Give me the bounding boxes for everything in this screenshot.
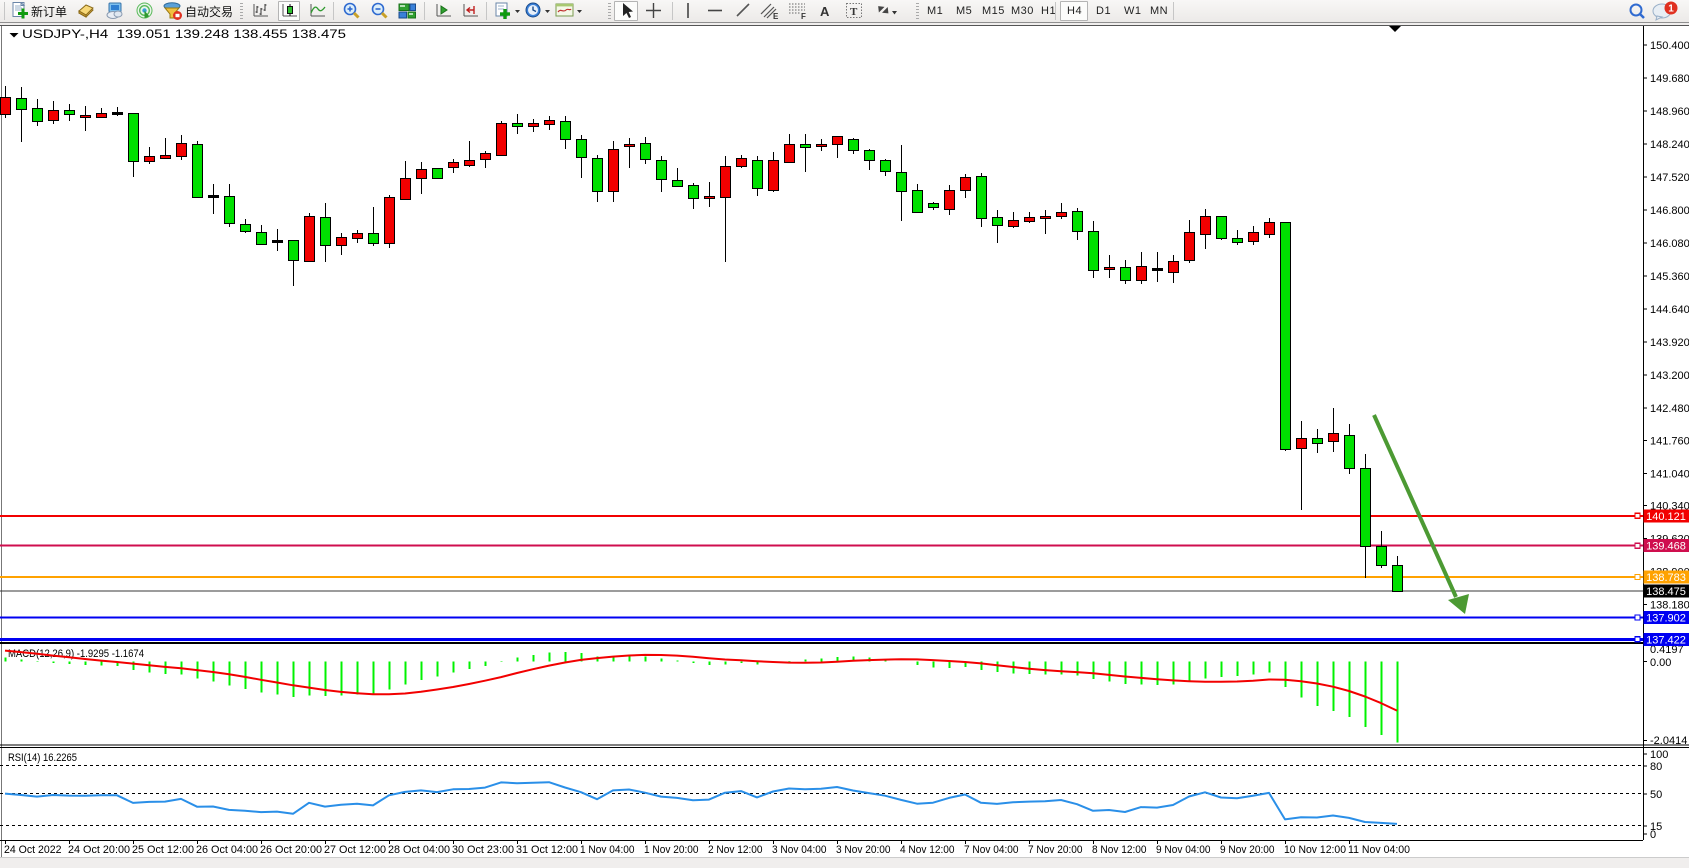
svg-text:25 Oct 12:00: 25 Oct 12:00: [132, 844, 194, 856]
svg-text:137.422: 137.422: [1646, 634, 1686, 646]
svg-text:1: 1: [1668, 4, 1674, 15]
svg-text:31 Oct 12:00: 31 Oct 12:00: [516, 844, 578, 856]
svg-text:0: 0: [1650, 829, 1656, 841]
svg-text:1 Nov 04:00: 1 Nov 04:00: [580, 844, 635, 856]
svg-text:139.468: 139.468: [1646, 541, 1686, 553]
svg-text:145.360: 145.360: [1650, 271, 1689, 283]
svg-text:148.240: 148.240: [1650, 139, 1689, 151]
svg-text:146.800: 146.800: [1650, 205, 1689, 217]
svg-text:0.00: 0.00: [1650, 657, 1671, 669]
svg-text:7 Nov 04:00: 7 Nov 04:00: [964, 844, 1019, 856]
svg-text:137.902: 137.902: [1646, 612, 1686, 624]
svg-text:144.640: 144.640: [1650, 304, 1689, 316]
svg-text:F: F: [801, 12, 806, 20]
svg-text:147.520: 147.520: [1650, 172, 1689, 184]
svg-text:1 Nov 20:00: 1 Nov 20:00: [644, 844, 699, 856]
svg-text:27 Oct 12:00: 27 Oct 12:00: [324, 844, 386, 856]
svg-text:E: E: [773, 12, 779, 20]
svg-text:3 Nov 20:00: 3 Nov 20:00: [836, 844, 891, 856]
svg-text:7 Nov 20:00: 7 Nov 20:00: [1028, 844, 1083, 856]
svg-text:11 Nov 04:00: 11 Nov 04:00: [1348, 844, 1410, 856]
svg-text:26 Oct 04:00: 26 Oct 04:00: [196, 844, 258, 856]
svg-text:2 Nov 12:00: 2 Nov 12:00: [708, 844, 763, 856]
svg-text:138.783: 138.783: [1646, 572, 1686, 584]
svg-text:150.400: 150.400: [1650, 40, 1689, 52]
svg-text:4 Nov 12:00: 4 Nov 12:00: [900, 844, 955, 856]
svg-text:RSI(14) 16.2265: RSI(14) 16.2265: [8, 752, 77, 764]
svg-text:141.040: 141.040: [1650, 469, 1689, 481]
svg-text:28 Oct 04:00: 28 Oct 04:00: [388, 844, 450, 856]
svg-text:80: 80: [1650, 761, 1662, 773]
svg-text:USDJPY-,H4 139.051 139.248 13: USDJPY-,H4 139.051 139.248 138.455 138.4…: [22, 27, 346, 41]
svg-text:100: 100: [1650, 749, 1668, 761]
svg-text:10 Nov 12:00: 10 Nov 12:00: [1284, 844, 1346, 856]
svg-text:9 Nov 04:00: 9 Nov 04:00: [1156, 844, 1211, 856]
svg-text:3 Nov 04:00: 3 Nov 04:00: [772, 844, 827, 856]
svg-text:143.920: 143.920: [1650, 337, 1689, 349]
svg-text:30 Oct 23:00: 30 Oct 23:00: [452, 844, 514, 856]
svg-text:146.080: 146.080: [1650, 238, 1689, 250]
svg-text:9 Nov 20:00: 9 Nov 20:00: [1220, 844, 1275, 856]
svg-text:141.760: 141.760: [1650, 436, 1689, 448]
svg-text:149.680: 149.680: [1650, 73, 1689, 85]
svg-text:24 Oct 2022: 24 Oct 2022: [4, 844, 62, 856]
svg-text:138.180: 138.180: [1650, 600, 1689, 612]
svg-text:26 Oct 20:00: 26 Oct 20:00: [260, 844, 322, 856]
svg-text:140.121: 140.121: [1646, 511, 1686, 523]
svg-text:142.480: 142.480: [1650, 403, 1689, 415]
svg-text:8 Nov 12:00: 8 Nov 12:00: [1092, 844, 1147, 856]
svg-text:143.200: 143.200: [1650, 370, 1689, 382]
svg-text:138.475: 138.475: [1646, 586, 1686, 598]
svg-text:-2.0414: -2.0414: [1650, 735, 1687, 747]
svg-text:T: T: [850, 6, 858, 18]
svg-text:50: 50: [1650, 789, 1662, 801]
svg-text:24 Oct 20:00: 24 Oct 20:00: [68, 844, 130, 856]
svg-text:148.960: 148.960: [1650, 106, 1689, 118]
